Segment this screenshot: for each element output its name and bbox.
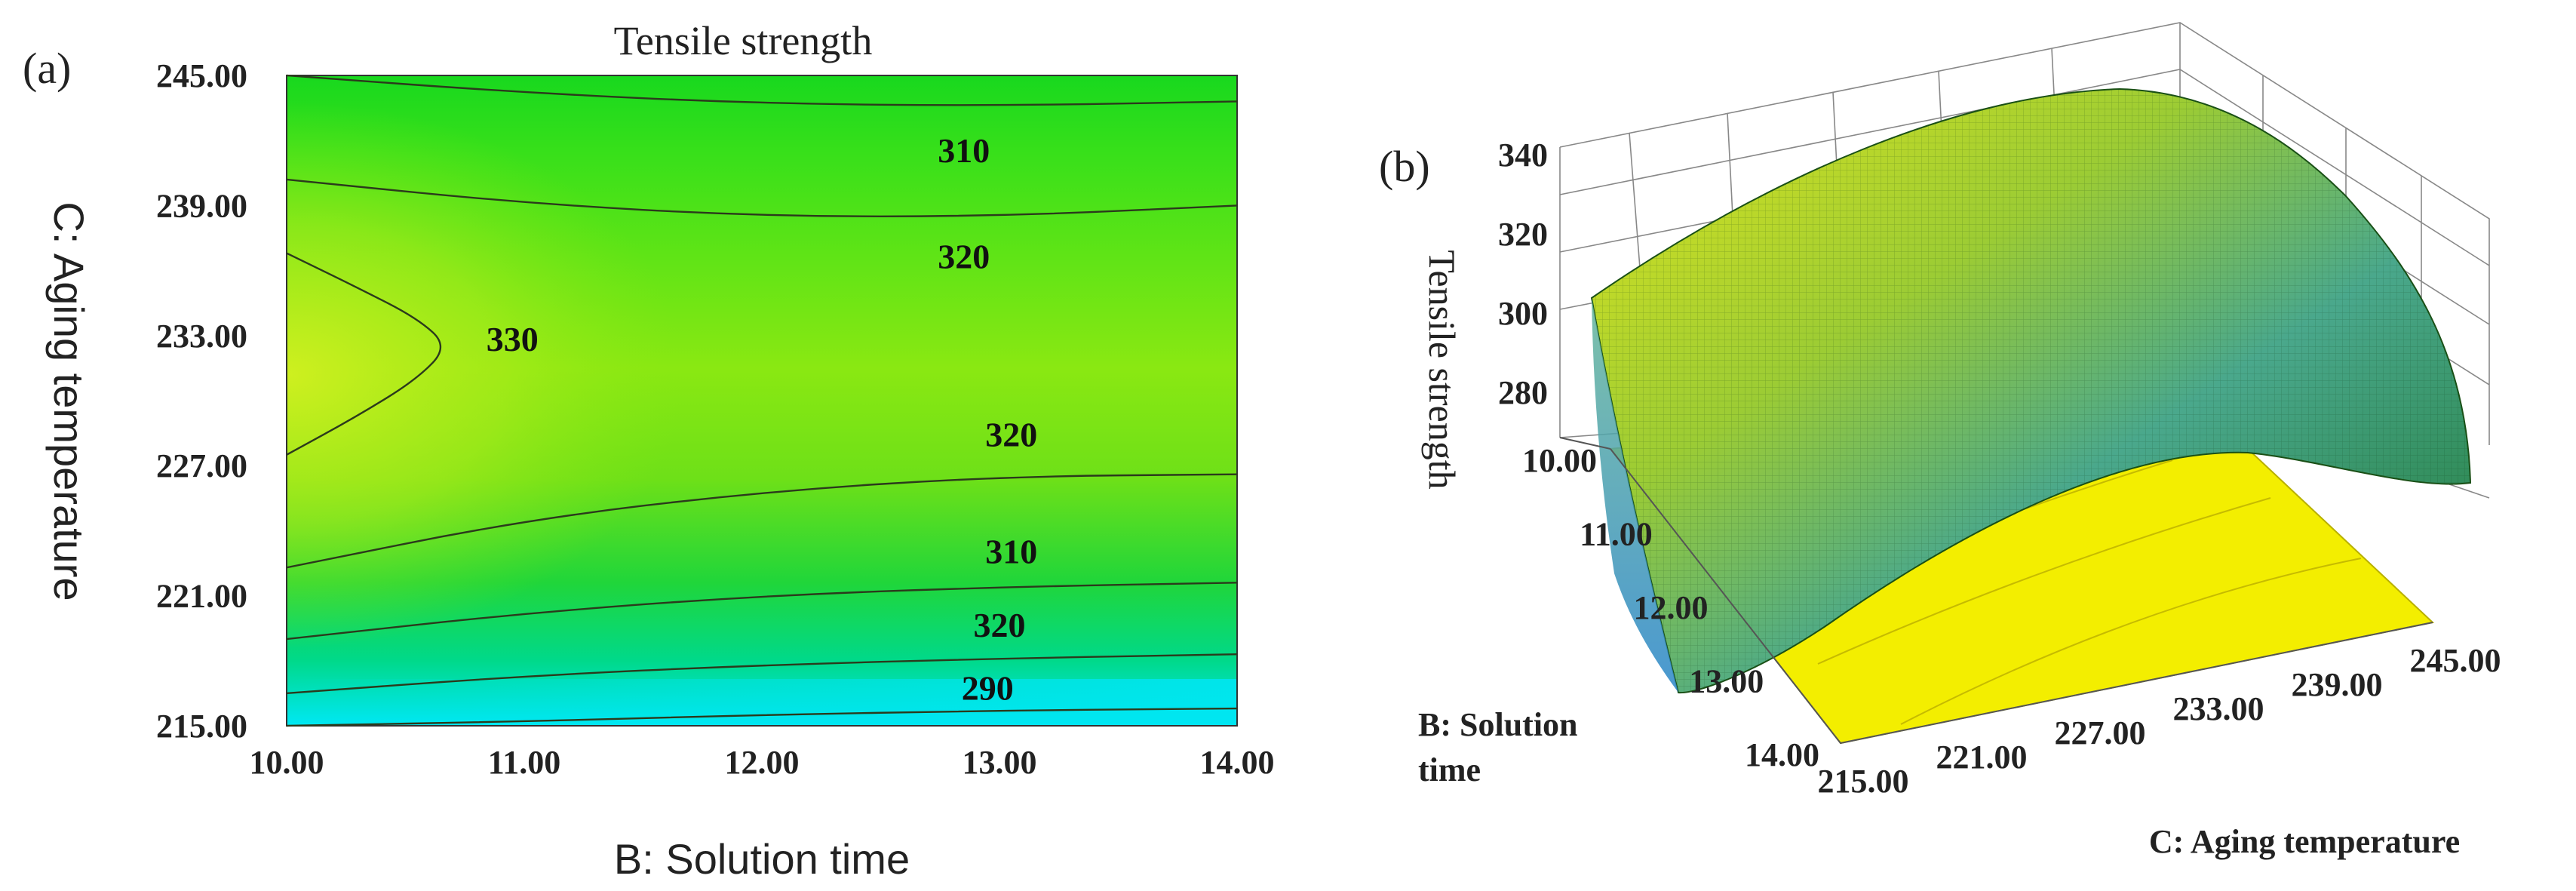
- b-tick-label: 14.00: [1745, 736, 1819, 773]
- contour-line: [286, 653, 1238, 695]
- z-tick-label: 320: [1498, 216, 1548, 253]
- y-tick-label: 239.00: [156, 187, 247, 224]
- z-tick-label: 280: [1498, 374, 1548, 411]
- panel-a-contour-plot: (a) Tensile strength 310 320 330 320 310 320 2…: [23, 18, 1275, 883]
- y-tick-label: 245.00: [156, 57, 247, 94]
- contour-peak-region: [287, 75, 1237, 726]
- y-tick-label: 233.00: [156, 318, 247, 355]
- contour-line: [286, 178, 1238, 217]
- z-tick-label: 340: [1498, 137, 1548, 174]
- panel-b-surface-plot: (b): [1379, 22, 2501, 860]
- contour-line: [286, 582, 1238, 641]
- x-tick-label: 12.00: [725, 744, 800, 781]
- contour-labels: 310 320 330 320 310 320 290: [487, 131, 1038, 708]
- y-tick-label: 221.00: [156, 578, 247, 615]
- contour-line: [286, 707, 1238, 727]
- contour-level-label: 310: [985, 533, 1037, 571]
- chart-title: Tensile strength: [614, 18, 873, 63]
- contour-level-label: 320: [938, 238, 990, 276]
- b-axis-label-line1: B: Solution: [1418, 706, 1578, 743]
- contour-level-label: 310: [938, 131, 990, 170]
- surface-front-face: [1592, 298, 1678, 693]
- x-tick-label: 10.00: [250, 744, 324, 781]
- contour-lines: [286, 74, 1238, 727]
- c-tick-label: 227.00: [2055, 714, 2146, 751]
- c-tick-label: 233.00: [2173, 690, 2264, 727]
- b-tick-label: 12.00: [1634, 589, 1709, 626]
- panel-a-label: (a): [23, 44, 71, 93]
- contour-level-label: 330: [487, 320, 539, 358]
- c-tick-label: 221.00: [1936, 739, 2028, 776]
- contour-level-label: 320: [974, 606, 1026, 644]
- z-axis-label: Tensile strength: [1421, 250, 1463, 489]
- y-tick-label: 215.00: [156, 708, 247, 745]
- z-axis-ticks: 340 320 300 280: [1498, 137, 1548, 411]
- contour-level-label: 320: [985, 415, 1037, 453]
- surface-mesh-overlay: [1592, 89, 2470, 693]
- c-tick-label: 215.00: [1818, 763, 1909, 800]
- y-axis-label: C: Aging temperature: [45, 201, 93, 601]
- x-axis-label: B: Solution time: [614, 835, 910, 883]
- x-tick-label: 11.00: [488, 744, 561, 781]
- contour-line: [286, 74, 1238, 106]
- contour-level-label: 290: [962, 669, 1014, 708]
- b-tick-label: 10.00: [1522, 442, 1597, 479]
- y-axis-ticks: 215.00 221.00 227.00 233.00 239.00 245.00: [156, 57, 247, 745]
- panel-b-label: (b): [1379, 142, 1430, 191]
- b-tick-label: 11.00: [1580, 516, 1653, 553]
- b-axis-label-line2: time: [1418, 751, 1481, 788]
- contour-plot-area: 310 320 330 320 310 320 290: [286, 74, 1238, 727]
- c-tick-label: 239.00: [2292, 666, 2383, 703]
- c-axis-label: C: Aging temperature: [2149, 823, 2460, 860]
- c-axis-ticks: 215.00 221.00 227.00 233.00 239.00 245.00: [1818, 642, 2501, 800]
- x-tick-label: 14.00: [1200, 744, 1275, 781]
- y-tick-label: 227.00: [156, 447, 247, 484]
- 3d-box-front-edges: [1559, 437, 2433, 745]
- z-tick-label: 300: [1498, 295, 1548, 332]
- plot-frame: [286, 75, 1238, 727]
- contour-line: [286, 252, 442, 456]
- contour-low-region: [287, 679, 1237, 726]
- x-tick-label: 13.00: [963, 744, 1037, 781]
- x-axis-ticks: 10.00 11.00 12.00 13.00 14.00: [250, 744, 1275, 781]
- b-tick-label: 13.00: [1689, 663, 1764, 700]
- b-axis-ticks: 10.00 11.00 12.00 13.00 14.00: [1522, 442, 1819, 773]
- c-tick-label: 245.00: [2410, 642, 2501, 679]
- contour-line: [286, 473, 1238, 569]
